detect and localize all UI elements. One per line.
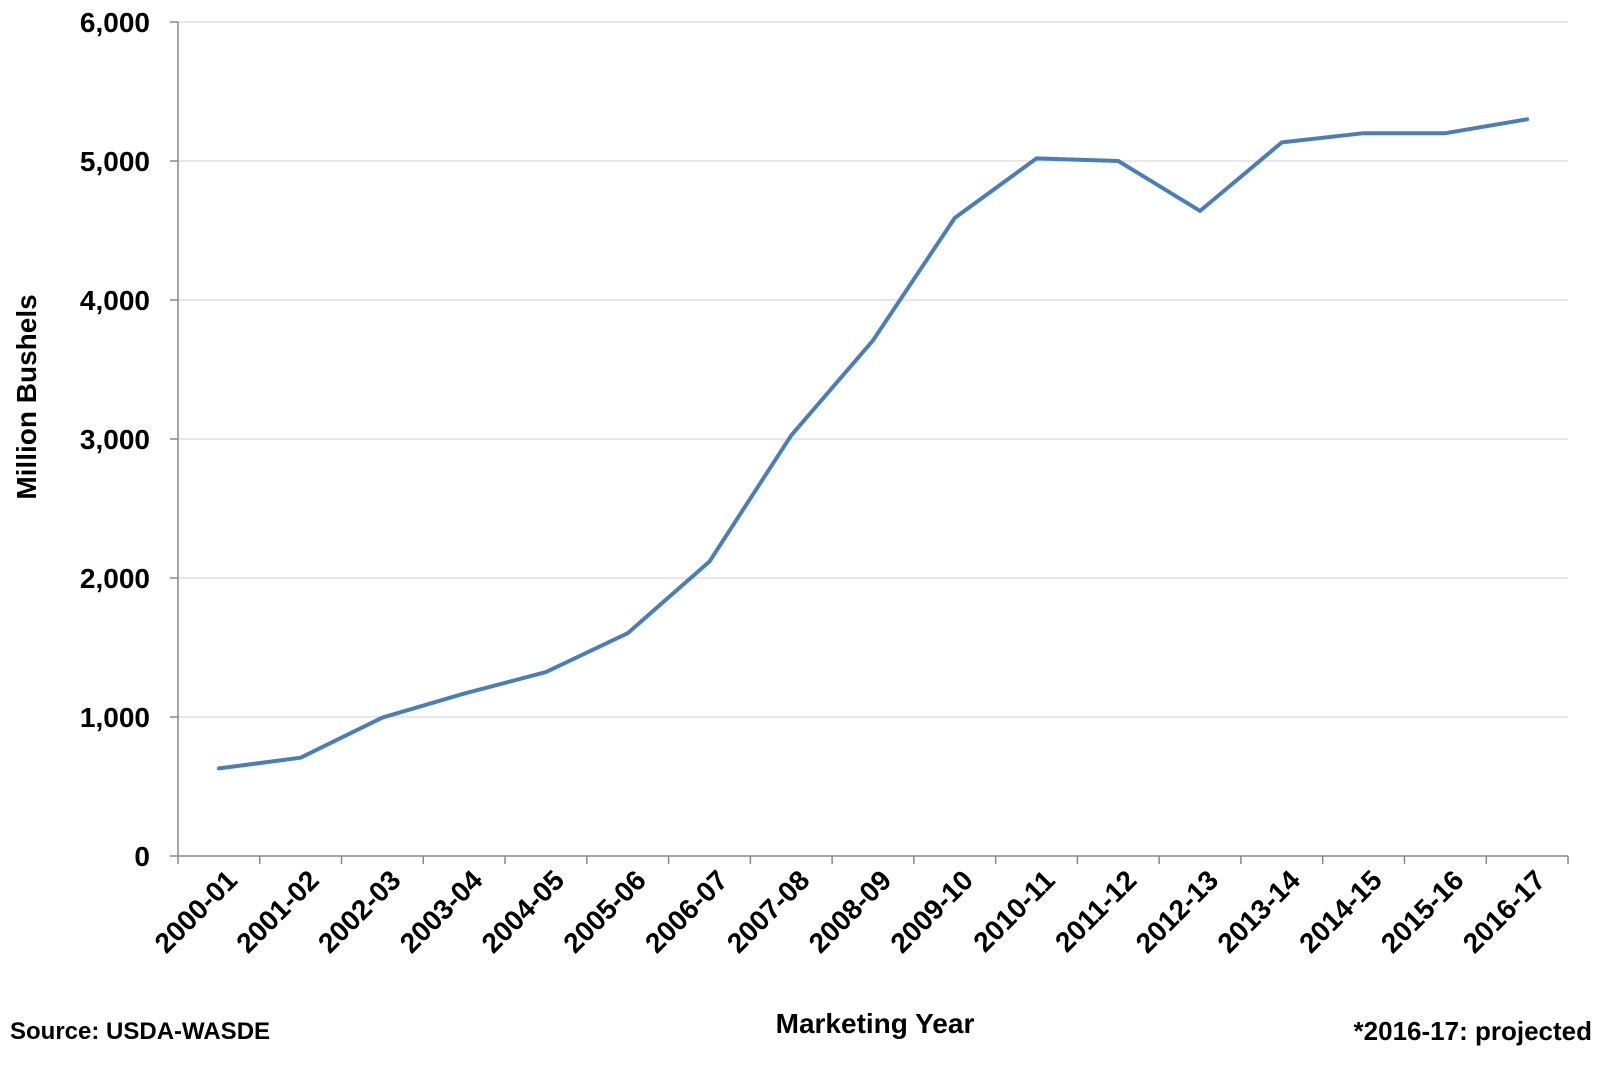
x-axis-title: Marketing Year <box>776 1008 975 1039</box>
y-tick-label: 4,000 <box>80 285 150 316</box>
x-tick-label: 2005-06 <box>557 864 652 959</box>
x-tick-label: 2006-07 <box>639 864 734 959</box>
x-tick-label: 2000-01 <box>149 864 244 959</box>
x-tick-label: 2002-03 <box>312 864 407 959</box>
series-line <box>216 117 1530 771</box>
x-tick-label: 2004-05 <box>476 864 571 959</box>
x-tick-label: 2012-13 <box>1130 864 1225 959</box>
y-tick-label: 3,000 <box>80 424 150 455</box>
x-tick-label: 2009-10 <box>884 864 979 959</box>
x-tick-label: 2007-08 <box>721 864 816 959</box>
x-tick-label: 2008-09 <box>803 864 898 959</box>
y-axis-title: Million Bushels <box>11 294 42 499</box>
series-layer <box>216 117 1530 771</box>
x-tick-label: 2013-14 <box>1211 864 1306 959</box>
x-tick-label: 2001-02 <box>230 864 325 959</box>
gridlines <box>178 21 1568 718</box>
x-tick-label: 2016-17 <box>1457 864 1552 959</box>
y-tick-label: 1,000 <box>80 702 150 733</box>
y-tick-label: 5,000 <box>80 146 150 177</box>
x-tick-label: 2003-04 <box>394 864 489 959</box>
source-note: Source: USDA-WASDE <box>10 1018 271 1045</box>
y-tick-label: 0 <box>134 841 150 872</box>
x-tick-label: 2014-15 <box>1293 864 1388 959</box>
x-tick-labels: 2000-012001-022002-032003-042004-052005-… <box>149 864 1552 959</box>
axes <box>170 21 1569 864</box>
x-tick-label: 2011-12 <box>1049 864 1142 957</box>
y-tick-label: 6,000 <box>80 7 150 38</box>
y-tick-label: 2,000 <box>80 563 150 594</box>
projected-note: *2016-17: projected <box>1353 1016 1592 1046</box>
x-tick-label: 2010-11 <box>967 864 1060 957</box>
x-tick-label: 2015-16 <box>1375 864 1470 959</box>
y-tick-labels: 0 1,000 2,000 3,000 4,000 5,000 6,000 <box>80 7 150 872</box>
